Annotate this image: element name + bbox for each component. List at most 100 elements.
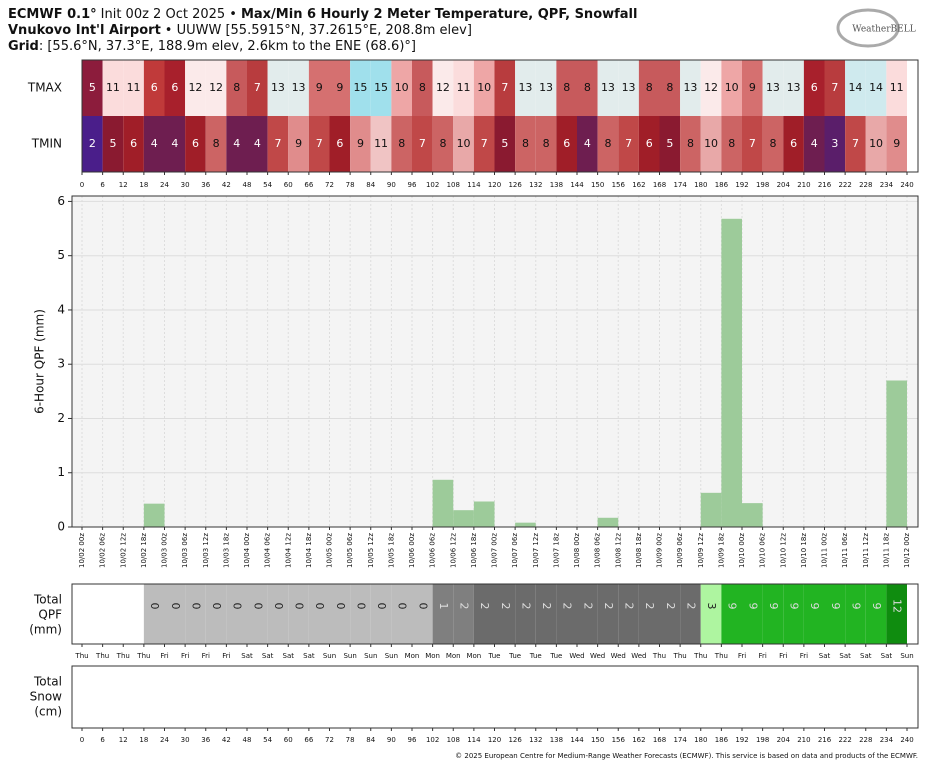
cell [845, 584, 866, 644]
x-tick-label: 66 [304, 181, 313, 189]
x-tick-label: Thu [74, 652, 88, 660]
cell-label: 10 [477, 81, 491, 94]
x-tick-label: 90 [387, 181, 396, 189]
x-tick-label: 108 [447, 736, 460, 744]
cell-label: 4 [811, 137, 818, 150]
cell [556, 60, 577, 116]
cell [288, 60, 309, 116]
cell-label: 4 [151, 137, 158, 150]
x-tick-label: 198 [756, 736, 769, 744]
cell-label: 0 [375, 603, 388, 610]
cell-label: 8 [769, 137, 776, 150]
x-tick-label: Wed [631, 652, 646, 660]
x-tick-label: 150 [591, 736, 604, 744]
x-tick-label: 10/12 00z [903, 533, 911, 568]
x-tick-label: 10/07 00z [491, 533, 499, 568]
grid-info: : [55.6°N, 37.3°E, 188.9m elev, 2.6km to… [39, 39, 416, 54]
cell [247, 116, 268, 172]
x-tick-label: Sun [323, 652, 336, 660]
cell [370, 584, 392, 644]
cell-label: 6 [336, 137, 343, 150]
cell [350, 60, 371, 116]
x-tick-label: 102 [426, 736, 439, 744]
x-tick-label: Sat [860, 652, 872, 660]
cell-label: 11 [457, 81, 471, 94]
cell [700, 584, 722, 644]
cell [329, 116, 351, 172]
cell [143, 60, 165, 116]
cell [618, 116, 639, 172]
x-tick-label: 132 [529, 181, 542, 189]
cell [742, 116, 763, 172]
cell [164, 584, 186, 644]
x-tick-label: 12 [119, 736, 128, 744]
x-tick-label: Tue [549, 652, 562, 660]
cell-label: 4 [584, 137, 591, 150]
cell-label: 9 [870, 603, 883, 610]
cell-label: 2 [643, 603, 656, 610]
cell-label: 7 [274, 137, 281, 150]
cell-label: 10 [457, 137, 471, 150]
x-tick-label: 10/06 12z [449, 533, 457, 568]
cell [824, 116, 846, 172]
cell-label: 8 [543, 137, 550, 150]
x-tick-label: 60 [284, 736, 293, 744]
x-tick-label: 204 [777, 736, 791, 744]
x-tick-label: Sun [364, 652, 377, 660]
cell-label: 15 [374, 81, 388, 94]
x-tick-label: 162 [632, 181, 645, 189]
cell-label: 7 [419, 137, 426, 150]
cell [370, 60, 392, 116]
cell-label: 7 [481, 137, 488, 150]
cell [102, 116, 124, 172]
x-tick-label: 234 [880, 736, 894, 744]
cell-label: 6 [563, 137, 570, 150]
cell-label: 0 [334, 603, 347, 610]
cell [473, 116, 495, 172]
cell-label: 9 [893, 137, 900, 150]
cell [370, 116, 392, 172]
cell-label: 10 [704, 137, 718, 150]
cell [473, 60, 495, 116]
cell-label: 13 [518, 81, 532, 94]
x-tick-label: 204 [777, 181, 791, 189]
x-tick-label: 10/05 00z [326, 533, 334, 568]
panel-label: (cm) [34, 705, 62, 719]
cell-label: 0 [396, 603, 409, 610]
cell-label: 1 [437, 603, 450, 610]
y-tick-label: 5 [57, 248, 65, 262]
cell [226, 60, 247, 116]
x-tick-label: 240 [900, 181, 913, 189]
cell [247, 584, 268, 644]
cell [205, 584, 227, 644]
bar [143, 503, 165, 527]
x-tick-label: 180 [694, 736, 707, 744]
x-tick-label: 10/07 18z [552, 533, 560, 568]
station: Vnukovo Int'l Airport [8, 23, 161, 38]
cell-label: 2 [540, 603, 553, 610]
init: Init 00z 2 Oct 2025 • [101, 7, 237, 22]
y-tick-label: 1 [57, 465, 65, 479]
cell-label: 2 [561, 603, 574, 610]
cell [350, 584, 371, 644]
cell-label: 6 [171, 81, 178, 94]
cell [494, 584, 516, 644]
x-tick-label: 126 [508, 736, 522, 744]
cell [82, 116, 103, 172]
x-tick-label: Mon [446, 652, 461, 660]
cell-label: 8 [563, 81, 570, 94]
x-tick-label: 30 [181, 736, 190, 744]
cell [618, 60, 639, 116]
x-tick-label: 66 [304, 736, 313, 744]
cell-label: 12 [188, 81, 202, 94]
cell-label: 13 [601, 81, 615, 94]
x-tick-label: 10/09 12z [697, 533, 705, 568]
cell [762, 60, 784, 116]
bar [700, 492, 722, 527]
cell [267, 60, 289, 116]
cell-label: 9 [788, 603, 801, 610]
x-tick-label: Thu [95, 652, 109, 660]
title: ECMWF 0.1° Init 00z 2 Oct 2025 • Max/Min 6… [8, 7, 637, 22]
x-tick-label: Wed [611, 652, 626, 660]
cell [865, 584, 887, 644]
